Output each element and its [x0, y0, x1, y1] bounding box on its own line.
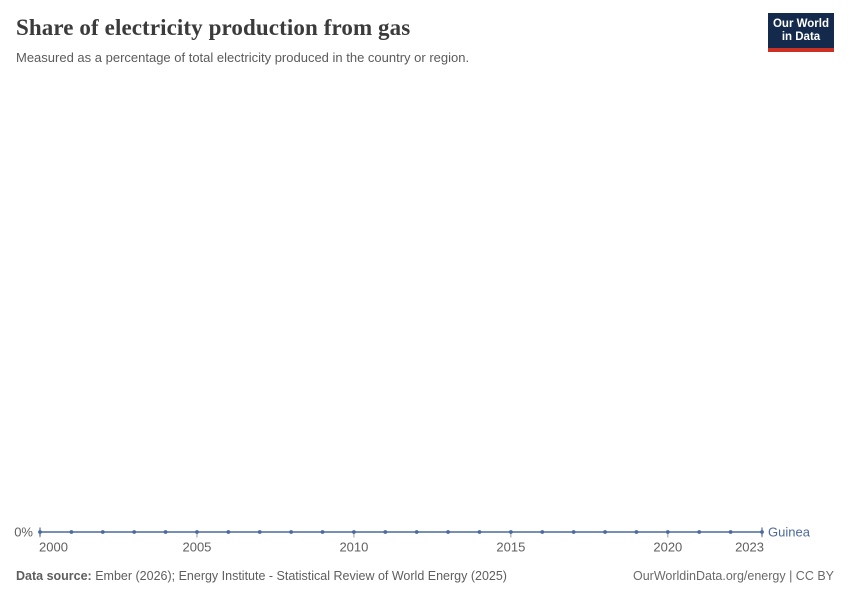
chart-header: Share of electricity production from gas… [16, 13, 834, 66]
data-point-2006[interactable] [226, 530, 231, 534]
data-point-2011[interactable] [383, 530, 388, 534]
x-tick-label: 2023 [735, 540, 764, 555]
data-point-2015[interactable] [508, 530, 513, 534]
data-point-2005[interactable] [195, 530, 199, 534]
data-point-2019[interactable] [634, 530, 639, 534]
chart-footer: Data source: Ember (2026); Energy Instit… [16, 568, 834, 584]
data-point-2016[interactable] [540, 530, 545, 534]
owid-logo-text-line2: in Data [781, 31, 821, 43]
x-tick-label: 2015 [496, 540, 525, 555]
data-point-2013[interactable] [446, 530, 450, 534]
data-point-2008[interactable] [289, 530, 294, 534]
data-point-2009[interactable] [320, 530, 325, 534]
data-point-2000[interactable] [38, 530, 42, 534]
x-tick-label: 2005 [182, 540, 211, 555]
data-point-2018[interactable] [603, 530, 607, 534]
x-tick-label: 2000 [39, 540, 68, 555]
y-axis-label: 0% [14, 525, 33, 540]
data-point-2007[interactable] [257, 530, 262, 534]
data-point-2021[interactable] [697, 530, 702, 534]
series-label[interactable]: Guinea [768, 525, 811, 540]
data-point-2003[interactable] [132, 530, 137, 534]
data-point-2014[interactable] [477, 530, 482, 534]
data-point-2012[interactable] [414, 530, 419, 534]
x-tick-label: 2020 [653, 540, 682, 555]
chart-title: Share of electricity production from gas [16, 15, 411, 40]
data-point-2020[interactable] [665, 530, 670, 534]
data-point-2004[interactable] [163, 530, 168, 534]
data-point-2017[interactable] [571, 530, 576, 534]
data-point-2001[interactable] [69, 530, 74, 534]
data-source-label: Data source: [16, 569, 92, 583]
data-point-2010[interactable] [352, 530, 356, 534]
data-source-text: Ember (2026); Energy Institute - Statist… [91, 569, 507, 583]
data-point-2023[interactable] [760, 530, 764, 534]
data-point-2022[interactable] [728, 530, 733, 534]
data-point-2002[interactable] [100, 530, 105, 534]
chart-subtitle: Measured as a percentage of total electr… [16, 50, 470, 65]
owid-logo[interactable]: Our World in Data [768, 13, 834, 52]
title-block: Share of electricity production from gas… [16, 13, 469, 66]
data-source-note: Data source: Ember (2026); Energy Instit… [16, 568, 507, 584]
x-tick-label: 2010 [339, 540, 368, 555]
attribution-link[interactable]: OurWorldinData.org/energy | CC BY [632, 569, 834, 583]
owid-logo-text-line1: Our World [772, 18, 829, 30]
